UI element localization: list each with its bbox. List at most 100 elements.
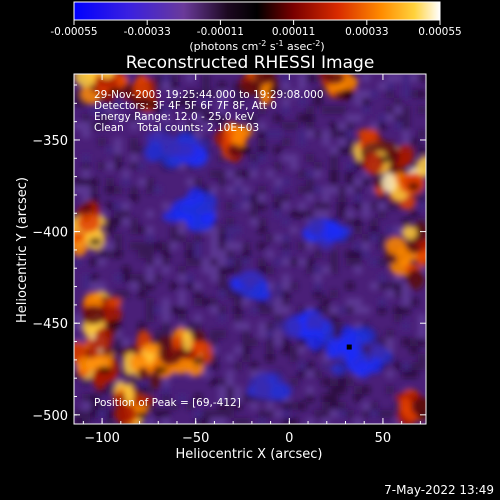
- texture-cell: [330, 394, 338, 402]
- texture-cell: [338, 306, 346, 314]
- texture-cell: [154, 74, 162, 82]
- texture-cell: [274, 178, 282, 186]
- texture-cell: [242, 330, 250, 338]
- texture-cell: [146, 178, 154, 186]
- dark-rim: [108, 87, 121, 96]
- texture-cell: [266, 354, 274, 362]
- texture-cell: [370, 122, 378, 130]
- hot-region-blob: [324, 74, 345, 85]
- texture-cell: [282, 98, 290, 106]
- texture-cell: [178, 394, 186, 402]
- texture-cell: [330, 170, 338, 178]
- texture-cell: [170, 306, 178, 314]
- colorbar-tick-label: -0.00011: [197, 26, 244, 38]
- texture-cell: [114, 98, 122, 106]
- x-tick-label: 50: [375, 431, 392, 446]
- texture-cell: [282, 74, 290, 82]
- texture-cell: [82, 162, 90, 170]
- texture-cell: [338, 138, 346, 146]
- texture-cell: [378, 258, 386, 266]
- texture-cell: [170, 226, 178, 234]
- cold-region-blob: [369, 341, 383, 359]
- texture-cell: [346, 306, 354, 314]
- cold-region-blob: [162, 210, 187, 223]
- texture-cell: [418, 338, 426, 346]
- texture-cell: [202, 362, 210, 370]
- texture-cell: [106, 202, 114, 210]
- hot-region-blob: [131, 395, 155, 406]
- dark-rim: [192, 356, 205, 365]
- texture-cell: [362, 202, 370, 210]
- texture-cell: [194, 258, 202, 266]
- texture-cell: [258, 186, 266, 194]
- texture-cell: [218, 226, 226, 234]
- texture-cell: [266, 402, 274, 410]
- texture-cell: [378, 234, 386, 242]
- texture-cell: [306, 418, 314, 424]
- texture-cell: [106, 162, 114, 170]
- texture-cell: [218, 290, 226, 298]
- texture-cell: [306, 394, 314, 402]
- texture-cell: [378, 82, 386, 90]
- texture-cell: [346, 250, 354, 258]
- texture-cell: [282, 258, 290, 266]
- texture-cell: [394, 202, 402, 210]
- texture-cell: [154, 82, 162, 90]
- texture-cell: [306, 130, 314, 138]
- texture-cell: [122, 210, 130, 218]
- texture-cell: [418, 146, 426, 154]
- texture-cell: [394, 290, 402, 298]
- texture-cell: [322, 194, 330, 202]
- texture-cell: [226, 258, 234, 266]
- texture-cell: [98, 402, 106, 410]
- texture-cell: [202, 418, 210, 424]
- texture-cell: [338, 194, 346, 202]
- texture-cell: [194, 90, 202, 98]
- texture-cell: [394, 106, 402, 114]
- dark-rim: [136, 411, 149, 420]
- texture-cell: [194, 418, 202, 424]
- texture-cell: [138, 226, 146, 234]
- texture-cell: [314, 410, 322, 418]
- chart-title: Reconstructed RHESSI Image: [126, 53, 375, 73]
- texture-cell: [282, 242, 290, 250]
- texture-cell: [330, 402, 338, 410]
- texture-cell: [354, 186, 362, 194]
- texture-cell: [386, 346, 394, 354]
- texture-cell: [330, 378, 338, 386]
- texture-cell: [306, 178, 314, 186]
- texture-cell: [274, 186, 282, 194]
- texture-cell: [202, 258, 210, 266]
- texture-cell: [162, 258, 170, 266]
- texture-cell: [178, 226, 186, 234]
- texture-cell: [306, 194, 314, 202]
- texture-cell: [354, 386, 362, 394]
- texture-cell: [322, 266, 330, 274]
- texture-cell: [298, 210, 306, 218]
- texture-cell: [322, 354, 330, 362]
- texture-cell: [266, 346, 274, 354]
- texture-cell: [354, 242, 362, 250]
- hot-region-blob: [253, 74, 273, 85]
- texture-cell: [282, 282, 290, 290]
- texture-cell: [226, 378, 234, 386]
- texture-cell: [418, 322, 426, 330]
- texture-cell: [82, 114, 90, 122]
- texture-cell: [98, 210, 106, 218]
- peak-marker: [346, 344, 352, 350]
- hot-region-blob: [105, 297, 123, 308]
- texture-cell: [394, 114, 402, 122]
- texture-cell: [210, 114, 218, 122]
- texture-cell: [338, 402, 346, 410]
- texture-cell: [274, 322, 282, 330]
- texture-cell: [298, 186, 306, 194]
- texture-cell: [354, 202, 362, 210]
- texture-cell: [170, 282, 178, 290]
- texture-cell: [202, 122, 210, 130]
- texture-cell: [266, 298, 274, 306]
- texture-cell: [162, 314, 170, 322]
- texture-cell: [378, 194, 386, 202]
- texture-cell: [370, 218, 378, 226]
- texture-cell: [250, 122, 258, 130]
- texture-cell: [362, 74, 370, 82]
